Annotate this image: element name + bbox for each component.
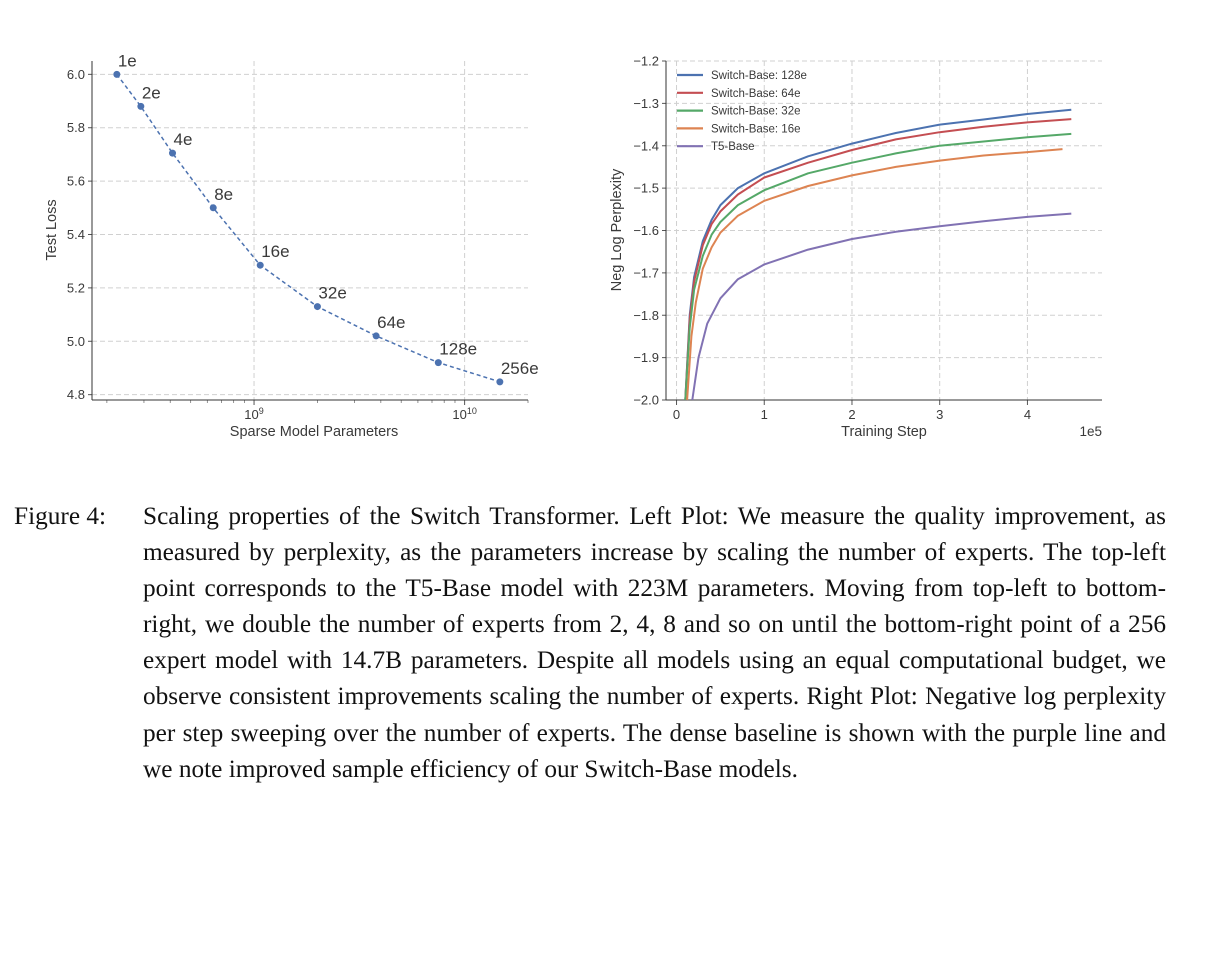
data-point bbox=[496, 378, 504, 386]
point-label: 8e bbox=[214, 185, 233, 204]
left-plot: 4.8 5.0 5.2 5.4 5.6 5.8 6.0 109 1010 1e 2e 4e 8e 16e 3… bbox=[44, 51, 539, 440]
y-tick-label: −1.5 bbox=[633, 181, 659, 196]
legend-label: Switch-Base: 16e bbox=[711, 123, 801, 135]
point-label: 1e bbox=[118, 51, 137, 70]
series-line bbox=[684, 132, 1072, 401]
series-line bbox=[691, 212, 1072, 401]
caption-text: Scaling properties of the Switch Transfo… bbox=[143, 502, 1166, 783]
y-tick-label: −1.4 bbox=[633, 138, 659, 153]
y-tick-label: −1.3 bbox=[633, 96, 659, 111]
data-point bbox=[313, 303, 321, 311]
y-tick-label: 5.8 bbox=[67, 120, 85, 135]
y-tick-label: 5.4 bbox=[67, 227, 85, 242]
data-point bbox=[256, 261, 264, 269]
y-axis-label: Neg Log Perplexity bbox=[609, 168, 625, 291]
data-point bbox=[209, 204, 217, 212]
figure-charts: 4.8 5.0 5.2 5.4 5.6 5.8 6.0 109 1010 1e 2e 4e 8e 16e 3… bbox=[44, 51, 1102, 440]
data-point bbox=[372, 332, 380, 340]
point-label: 2e bbox=[142, 83, 161, 102]
legend-label: T5-Base bbox=[711, 141, 754, 153]
series-line bbox=[684, 118, 1072, 401]
x-tick-label: 1 bbox=[761, 407, 768, 422]
y-tick-label: −1.2 bbox=[633, 54, 659, 69]
y-tick-label: 5.0 bbox=[67, 334, 85, 349]
y-tick-label: −1.8 bbox=[633, 308, 659, 323]
y-tick-label: 4.8 bbox=[67, 387, 85, 402]
y-tick-label: 5.2 bbox=[67, 280, 85, 295]
data-point bbox=[434, 359, 442, 367]
x-tick-label: 4 bbox=[1024, 407, 1031, 422]
y-tick-label: −1.6 bbox=[633, 223, 659, 238]
y-tick-label: 5.6 bbox=[67, 174, 85, 189]
x-tick-label: 3 bbox=[936, 407, 943, 422]
x-tick-label: 2 bbox=[848, 407, 855, 422]
data-point bbox=[113, 70, 121, 78]
data-point bbox=[137, 102, 145, 110]
series-line bbox=[116, 73, 501, 383]
x-tick-label: 109 bbox=[244, 406, 263, 422]
figure-caption: Figure 4: Scaling properties of the Swit… bbox=[14, 498, 1166, 787]
data-point bbox=[169, 149, 177, 157]
y-tick-label: −1.9 bbox=[633, 350, 659, 365]
legend-label: Switch-Base: 128e bbox=[711, 70, 807, 82]
y-axis-label: Test Loss bbox=[44, 199, 60, 260]
point-label: 64e bbox=[377, 313, 405, 332]
series-line bbox=[686, 148, 1063, 401]
y-tick-label: −1.7 bbox=[633, 265, 659, 280]
x-axis-label: Sparse Model Parameters bbox=[230, 424, 398, 440]
point-label: 128e bbox=[439, 340, 477, 359]
legend-label: Switch-Base: 32e bbox=[711, 106, 801, 118]
point-label: 32e bbox=[318, 284, 346, 303]
y-tick-label: 6.0 bbox=[67, 67, 85, 82]
caption-label: Figure 4: bbox=[14, 502, 107, 530]
point-label: 16e bbox=[261, 242, 289, 261]
right-plot: −1.2 −1.3 −1.4 −1.5 −1.6 −1.7 −1.8 −1.9 −2.0 0 1 2 3… bbox=[609, 54, 1102, 440]
x-axis-multiplier: 1e5 bbox=[1079, 424, 1102, 439]
y-tick-label: −2.0 bbox=[633, 393, 659, 408]
point-label: 4e bbox=[174, 130, 193, 149]
legend-label: Switch-Base: 64e bbox=[711, 88, 801, 100]
x-tick-label: 1010 bbox=[452, 406, 476, 422]
point-label: 256e bbox=[501, 359, 539, 378]
x-tick-label: 0 bbox=[673, 407, 680, 422]
x-axis-label: Training Step bbox=[841, 424, 927, 440]
